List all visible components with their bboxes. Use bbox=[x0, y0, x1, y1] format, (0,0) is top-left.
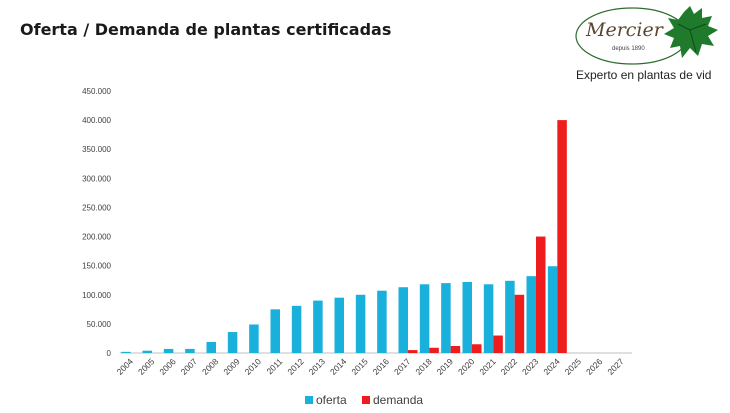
bar-oferta-2017 bbox=[398, 287, 408, 353]
y-tick-label: 400.000 bbox=[82, 116, 111, 125]
x-tick-label: 2015 bbox=[349, 356, 370, 377]
bar-demanda-2023 bbox=[536, 236, 546, 353]
y-tick-label: 200.000 bbox=[82, 233, 111, 242]
x-tick-label: 2004 bbox=[115, 356, 136, 377]
x-tick-label: 2020 bbox=[456, 356, 477, 377]
bar-oferta-2019 bbox=[441, 283, 451, 353]
y-axis: 0 50.000 100.000 150.000 200.000 250.000 300.0… bbox=[82, 87, 111, 358]
x-tick-label: 2019 bbox=[435, 356, 456, 377]
bar-oferta-2018 bbox=[419, 284, 430, 353]
legend: oferta demanda bbox=[305, 393, 423, 407]
legend-label-oferta: oferta bbox=[316, 393, 347, 407]
bar-demanda-2020 bbox=[472, 344, 482, 353]
x-tick-label: 2021 bbox=[477, 356, 498, 377]
x-tick-label: 2022 bbox=[499, 356, 520, 377]
logo-tagline: Experto en plantas de vid bbox=[576, 68, 712, 82]
bar-demanda-2018 bbox=[429, 347, 439, 353]
bar-oferta-2024 bbox=[547, 266, 558, 353]
x-tick-label: 2007 bbox=[179, 356, 200, 377]
bar-oferta-2004 bbox=[121, 351, 131, 353]
y-tick-label: 150.000 bbox=[82, 262, 111, 271]
x-tick-label: 2026 bbox=[584, 356, 605, 377]
y-tick-label: 350.000 bbox=[82, 145, 111, 154]
bar-demanda-2019 bbox=[450, 346, 461, 353]
bar-oferta-2006 bbox=[163, 348, 174, 353]
bar-oferta-2021 bbox=[483, 284, 494, 353]
x-tick-label: 2006 bbox=[157, 356, 178, 377]
svg-text:depuis 1890: depuis 1890 bbox=[612, 46, 645, 52]
x-tick-label: 2013 bbox=[307, 356, 328, 377]
bar-oferta-2013 bbox=[313, 300, 323, 353]
bar-oferta-2012 bbox=[291, 305, 302, 353]
y-tick-label: 100.000 bbox=[82, 291, 111, 300]
bar-oferta-2005 bbox=[142, 350, 152, 353]
y-tick-label: 50.000 bbox=[87, 320, 112, 329]
x-tick-label: 2017 bbox=[392, 356, 413, 377]
bar-demanda-2022 bbox=[514, 294, 525, 353]
x-tick-label: 2024 bbox=[541, 356, 562, 377]
x-tick-label: 2014 bbox=[328, 356, 349, 377]
y-tick-label: 450.000 bbox=[82, 87, 111, 96]
x-tick-label: 2011 bbox=[264, 356, 284, 376]
x-tick-label: 2009 bbox=[221, 356, 242, 377]
bar-oferta-2007 bbox=[185, 348, 195, 353]
y-tick-label: 250.000 bbox=[82, 203, 111, 212]
vine-leaf-icon: Mercier depuis 1890 bbox=[575, 6, 718, 65]
bar-demanda-2021 bbox=[493, 335, 503, 353]
bar-oferta-2020 bbox=[462, 281, 472, 353]
x-tick-label: 2010 bbox=[243, 356, 264, 377]
svg-text:Mercier: Mercier bbox=[585, 19, 665, 41]
x-tick-label: 2023 bbox=[520, 356, 541, 377]
bar-oferta-2010 bbox=[249, 324, 259, 353]
y-tick-label: 300.000 bbox=[82, 174, 111, 183]
bars bbox=[121, 120, 567, 353]
x-tick-label: 2027 bbox=[605, 356, 626, 377]
bar-oferta-2011 bbox=[270, 309, 280, 353]
x-tick-label: 2008 bbox=[200, 356, 221, 377]
x-tick-label: 2012 bbox=[285, 356, 306, 377]
bar-demanda-2017 bbox=[408, 350, 418, 353]
x-tick-label: 2016 bbox=[371, 356, 392, 377]
bar-oferta-2022 bbox=[505, 280, 515, 353]
legend-label-demanda: demanda bbox=[373, 393, 423, 407]
bar-oferta-2009 bbox=[227, 332, 238, 353]
x-tick-label: 2025 bbox=[563, 356, 584, 377]
brand-logo: Mercier depuis 1890 Experto en plantas d… bbox=[572, 4, 720, 86]
bar-oferta-2008 bbox=[206, 341, 216, 353]
x-tick-label: 2005 bbox=[136, 356, 157, 377]
bar-demanda-2024 bbox=[557, 120, 567, 353]
bar-oferta-2016 bbox=[377, 290, 387, 353]
bar-oferta-2015 bbox=[355, 294, 366, 353]
bar-oferta-2014 bbox=[334, 297, 344, 353]
legend-swatch-demanda bbox=[362, 396, 370, 404]
y-tick-label: 0 bbox=[107, 349, 112, 358]
bar-oferta-2023 bbox=[526, 276, 536, 353]
x-axis: 2004 2005 2006 2007 2008 2009 2010 2011 2012 2013… bbox=[115, 356, 626, 377]
x-tick-label: 2018 bbox=[413, 356, 434, 377]
slide-title: Oferta / Demanda de plantas certificadas bbox=[20, 20, 392, 39]
legend-swatch-oferta bbox=[305, 396, 313, 404]
